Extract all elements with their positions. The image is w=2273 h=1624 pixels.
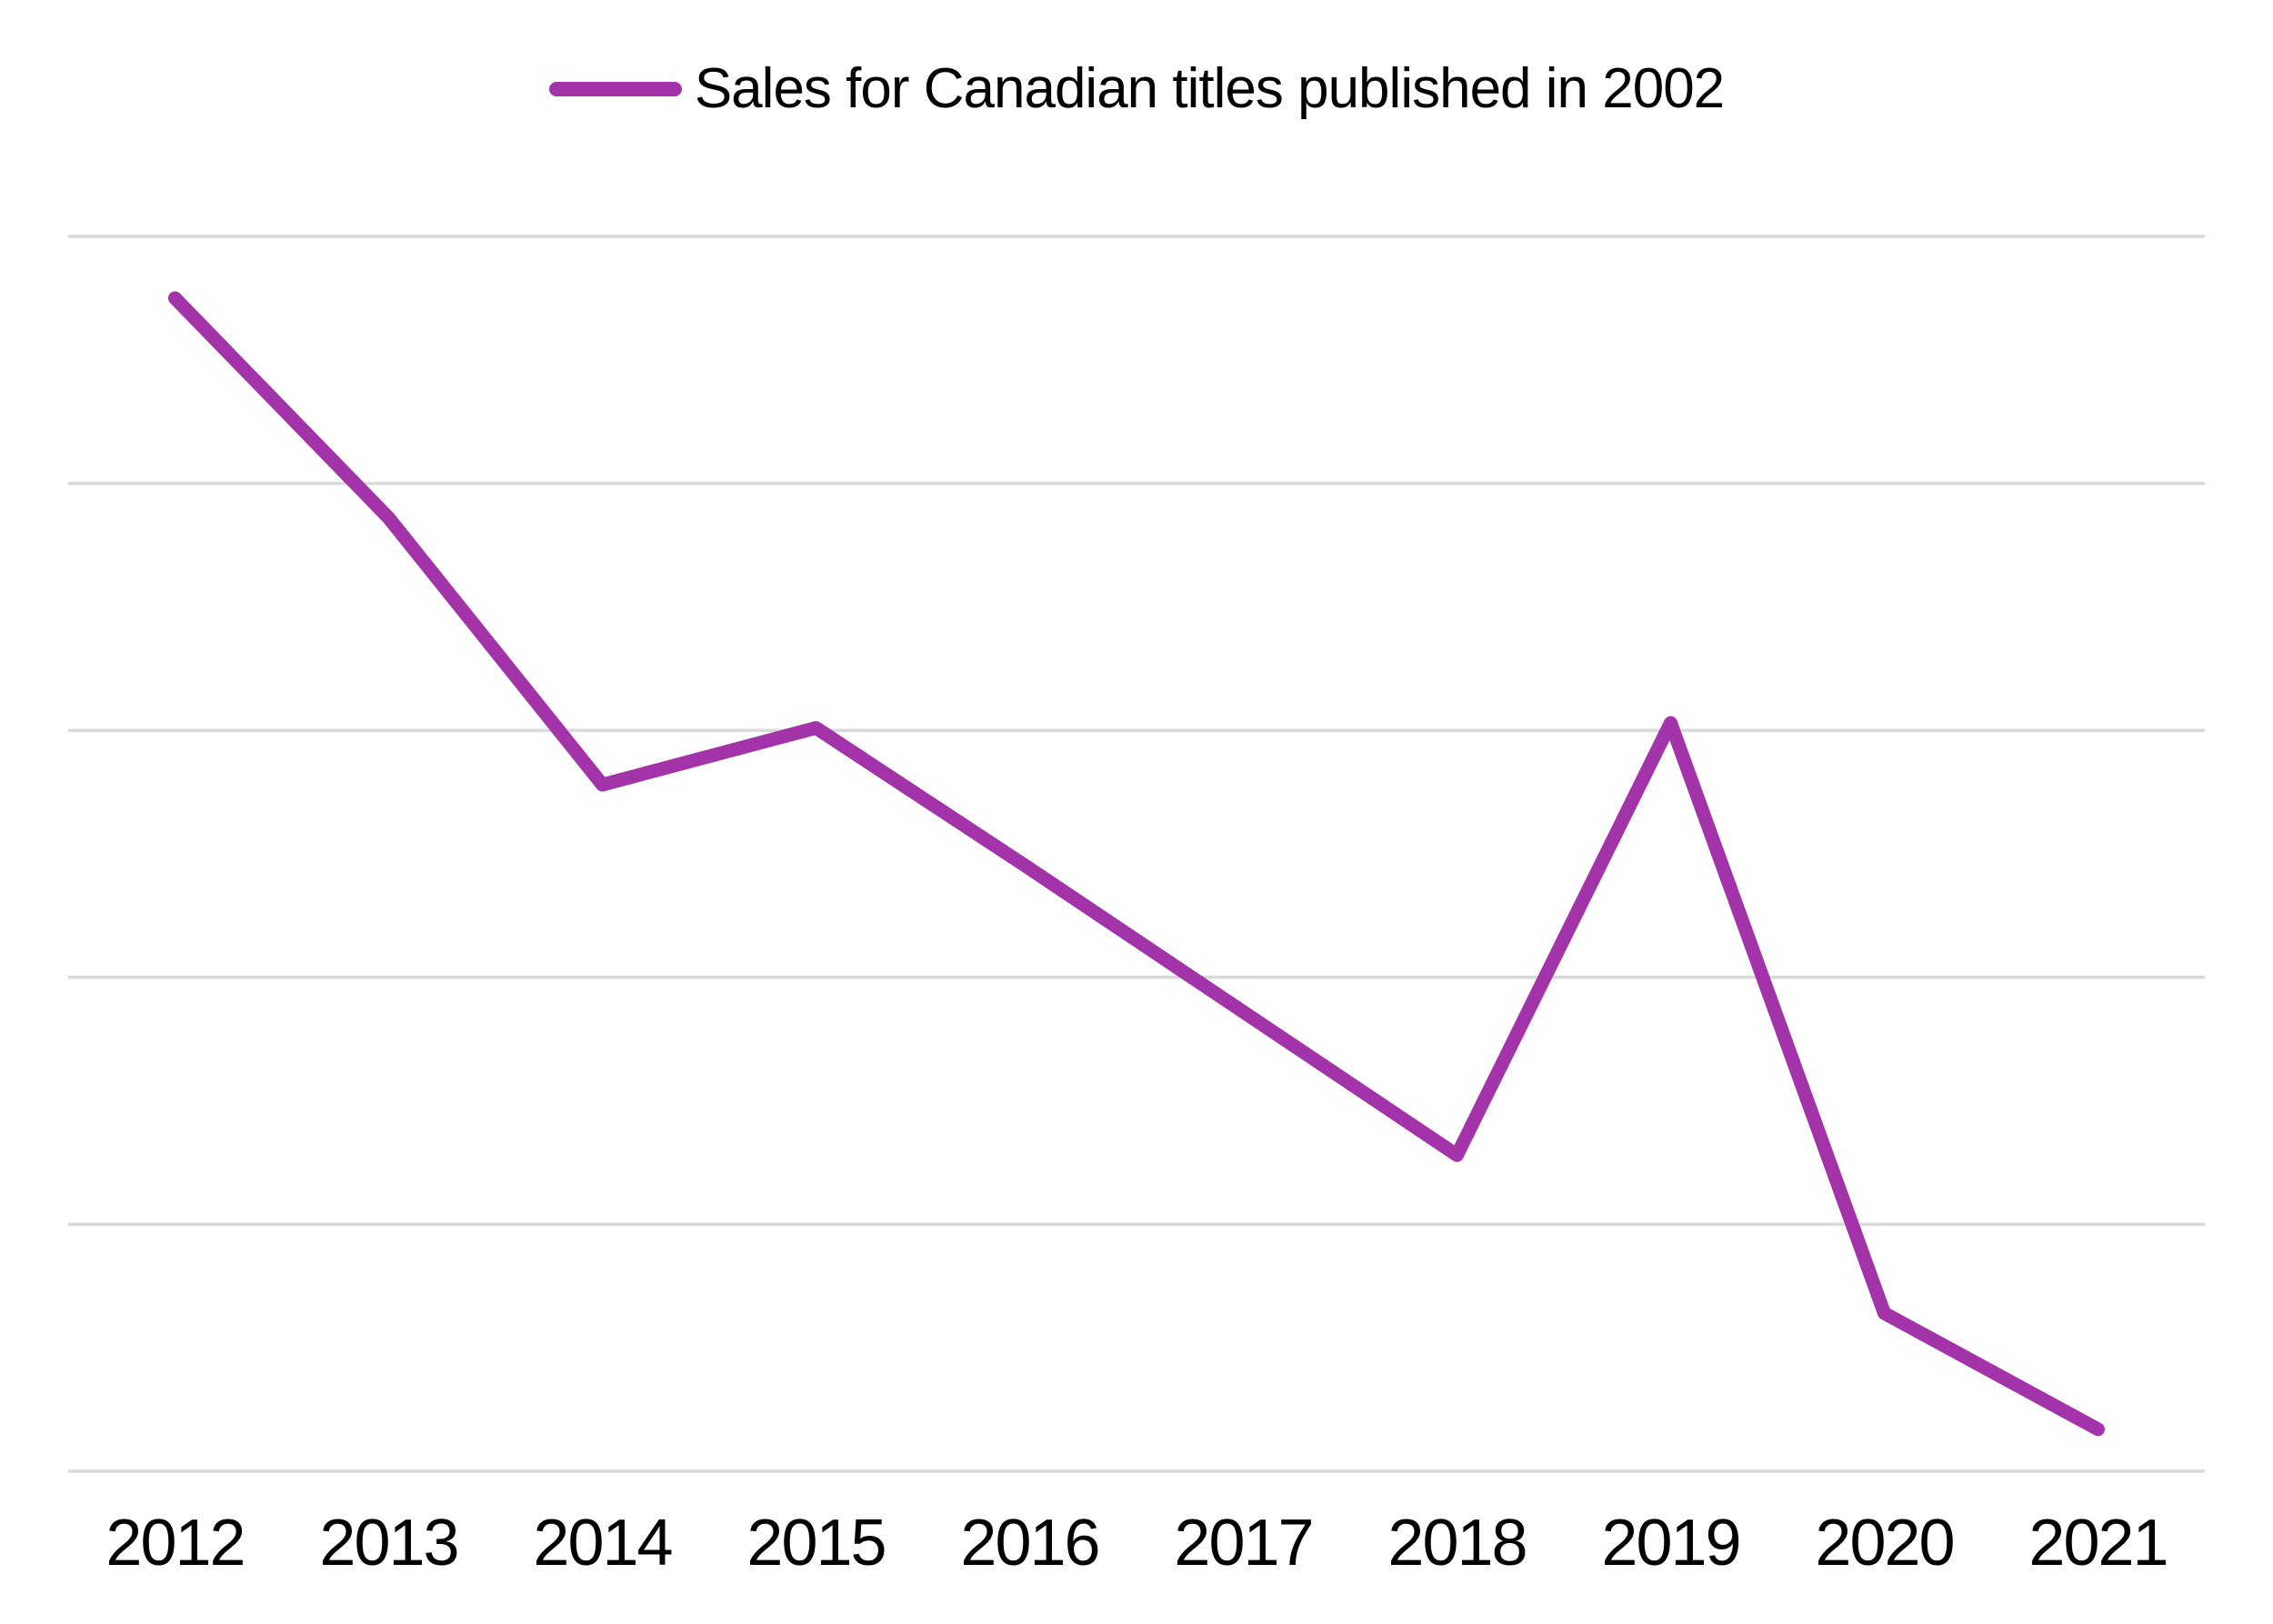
x-axis-label: 2021	[2028, 1507, 2168, 1579]
x-axis-label: 2017	[1174, 1507, 1314, 1579]
x-axis-label: 2015	[746, 1507, 886, 1579]
x-axis-label: 2012	[105, 1507, 245, 1579]
x-axis: 2012 2013 2014 2015 2016 2017 2018 2019 2020 2021	[0, 1502, 2273, 1584]
x-axis-label: 2019	[1601, 1507, 1741, 1579]
series-line	[168, 291, 2105, 1437]
x-axis-label: 2014	[533, 1507, 673, 1579]
x-axis-label: 2013	[319, 1507, 459, 1579]
x-axis-label: 2018	[1387, 1507, 1527, 1579]
sales-line	[168, 291, 2105, 1437]
x-axis-label: 2020	[1815, 1507, 1955, 1579]
x-axis-label: 2016	[960, 1507, 1100, 1579]
gridlines	[68, 235, 2205, 1473]
